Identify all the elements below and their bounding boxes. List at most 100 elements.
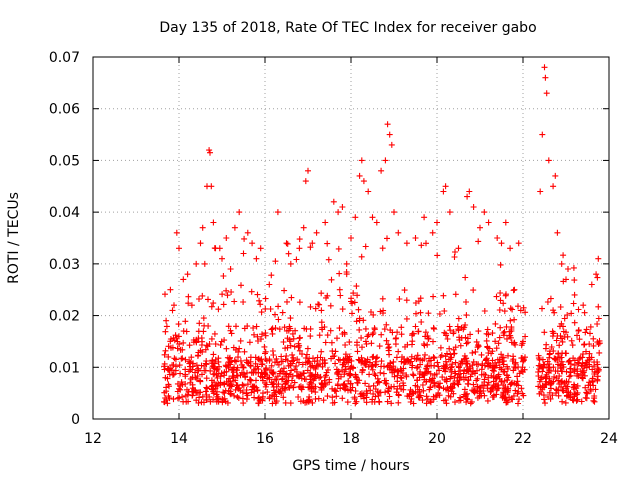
data-point	[568, 337, 575, 344]
data-point	[460, 370, 467, 377]
data-point	[570, 355, 577, 362]
data-point	[339, 395, 346, 402]
x-tick-label: 24	[600, 431, 618, 447]
y-tick-label: 0	[71, 412, 80, 428]
data-point	[559, 338, 566, 345]
data-point	[242, 373, 249, 380]
data-point	[318, 386, 325, 393]
data-point	[220, 397, 227, 403]
data-point	[431, 382, 438, 389]
data-point	[287, 325, 294, 332]
data-point	[545, 369, 552, 376]
data-point	[253, 255, 260, 262]
data-point	[451, 350, 458, 357]
data-point	[446, 345, 453, 352]
data-point	[396, 296, 403, 302]
data-point	[507, 245, 514, 252]
data-point	[475, 328, 482, 335]
data-point	[370, 311, 377, 318]
data-point	[432, 393, 439, 400]
data-point	[594, 274, 601, 281]
data-point	[444, 350, 450, 357]
data-point	[272, 359, 278, 366]
data-point	[442, 353, 449, 360]
data-point	[457, 394, 464, 401]
data-point	[171, 355, 178, 362]
data-point	[176, 341, 183, 348]
data-point	[431, 362, 438, 369]
data-point	[269, 325, 276, 332]
chart-title: Day 135 of 2018, Rate Of TEC Index for r…	[159, 20, 536, 36]
data-point	[301, 370, 307, 377]
data-point	[306, 355, 313, 362]
data-point	[550, 307, 557, 314]
data-point	[390, 363, 397, 370]
data-point	[302, 178, 309, 185]
data-point	[362, 243, 369, 250]
data-point	[370, 330, 377, 337]
data-point	[365, 188, 372, 195]
data-point	[206, 341, 213, 347]
data-point	[386, 351, 393, 358]
data-point	[410, 372, 417, 379]
data-point	[495, 340, 502, 347]
data-point	[195, 328, 202, 335]
data-point	[517, 307, 524, 314]
data-point	[595, 303, 602, 310]
data-point	[491, 364, 498, 371]
data-point	[554, 229, 561, 236]
data-point	[379, 245, 386, 252]
data-point	[520, 304, 527, 311]
data-point	[273, 383, 280, 390]
y-tick-label: 0.06	[49, 102, 80, 118]
data-point	[518, 342, 525, 349]
data-point	[467, 400, 474, 407]
data-point	[223, 235, 230, 241]
data-point	[417, 309, 424, 316]
data-point	[289, 360, 296, 367]
data-point	[256, 297, 263, 304]
data-point	[560, 252, 567, 259]
data-point	[512, 387, 519, 394]
data-point	[358, 358, 365, 365]
data-point	[257, 357, 264, 364]
data-point	[353, 283, 360, 290]
data-point	[487, 389, 494, 395]
data-point	[562, 350, 569, 357]
data-point	[221, 390, 228, 396]
data-point	[436, 311, 443, 317]
data-point	[370, 353, 377, 360]
y-tick-label: 0.03	[49, 257, 80, 273]
data-point	[210, 219, 217, 226]
data-point	[376, 399, 383, 406]
data-point	[281, 365, 287, 372]
data-point	[322, 360, 329, 367]
data-point	[497, 261, 504, 268]
data-point	[346, 339, 353, 346]
data-point	[565, 266, 571, 272]
data-point	[504, 399, 511, 406]
data-point	[199, 393, 206, 400]
data-point	[321, 357, 328, 364]
y-axis-label: ROTI / TECUs	[6, 192, 22, 284]
data-point	[210, 351, 217, 358]
data-point	[545, 394, 551, 400]
data-point	[423, 400, 430, 407]
data-point	[543, 90, 550, 97]
data-point	[448, 354, 455, 361]
data-point	[228, 358, 235, 365]
data-point	[484, 397, 491, 404]
data-point	[365, 331, 372, 338]
data-point	[228, 383, 235, 390]
data-point	[541, 383, 547, 390]
data-point	[419, 382, 426, 388]
data-point	[591, 363, 598, 370]
data-point	[567, 365, 574, 372]
data-point	[257, 301, 264, 308]
data-point	[217, 382, 224, 389]
data-point	[266, 374, 273, 381]
data-point	[309, 240, 316, 247]
data-point	[535, 355, 542, 362]
data-point	[193, 260, 200, 267]
data-point	[419, 397, 426, 404]
